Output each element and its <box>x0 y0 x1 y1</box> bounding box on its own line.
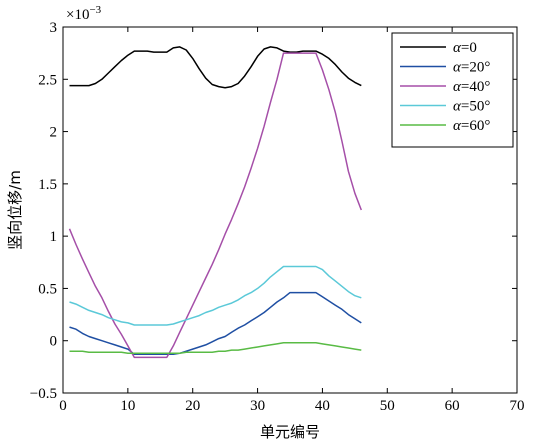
series-line <box>69 265 362 326</box>
legend-label-var: α <box>453 99 462 115</box>
y-tick-label: 1 <box>50 229 58 245</box>
x-tick-label: 70 <box>510 398 525 414</box>
legend-label-value: =0 <box>461 40 477 56</box>
x-tick-label: 50 <box>380 398 395 414</box>
legend-label: α=40° <box>453 79 490 95</box>
y-tick-label: 2.5 <box>38 72 57 88</box>
legend-label-var: α <box>453 79 462 95</box>
legend-label-var: α <box>453 118 462 134</box>
y-multiplier-exponent: −3 <box>89 4 101 16</box>
x-tick-label: 10 <box>120 398 135 414</box>
legend-label-value: =20° <box>461 60 490 76</box>
series-layer <box>68 46 363 359</box>
plot-area-frame <box>62 26 518 394</box>
x-tick-label: 40 <box>315 398 330 414</box>
series-line <box>69 291 362 356</box>
legend-label-var: α <box>453 60 462 76</box>
y-tick-label: −0.5 <box>30 386 57 402</box>
y-tick-label: 0 <box>50 334 58 350</box>
y-tick-label: 2 <box>50 125 58 141</box>
x-tick-label: 60 <box>445 398 460 414</box>
x-tick-label: 0 <box>59 398 67 414</box>
x-tick-label: 30 <box>250 398 265 414</box>
x-axis-label: 单元编号 <box>260 423 320 441</box>
series-line <box>68 52 363 359</box>
legend-label-var: α <box>453 40 462 56</box>
y-axis-label: 竖向位移/m <box>6 170 24 250</box>
legend-label: α=60° <box>453 118 490 134</box>
y-axis-multiplier: ×10−3 <box>66 4 102 23</box>
y-tick-label: 3 <box>50 20 58 36</box>
y-multiplier-base: ×10 <box>66 7 89 23</box>
y-tick-label: 1.5 <box>38 177 57 193</box>
ticks-layer: 0 10 20 30 40 50 60 70−0.500.511.522.53 <box>30 20 525 414</box>
legend-label: α=0 <box>453 40 477 56</box>
legend: α=0α=20°α=40°α=50°α=60° <box>391 32 514 148</box>
legend-label-value: =50° <box>461 99 490 115</box>
legend-label: α=50° <box>453 99 490 115</box>
legend-label-value: =60° <box>461 118 490 134</box>
legend-label-value: =40° <box>461 79 490 95</box>
series-line <box>69 46 362 89</box>
series-line <box>69 342 362 355</box>
legend-box <box>391 32 514 148</box>
x-tick-label: 20 <box>185 398 200 414</box>
y-tick-label: 0.5 <box>38 281 57 297</box>
legend-label: α=20° <box>453 60 490 76</box>
